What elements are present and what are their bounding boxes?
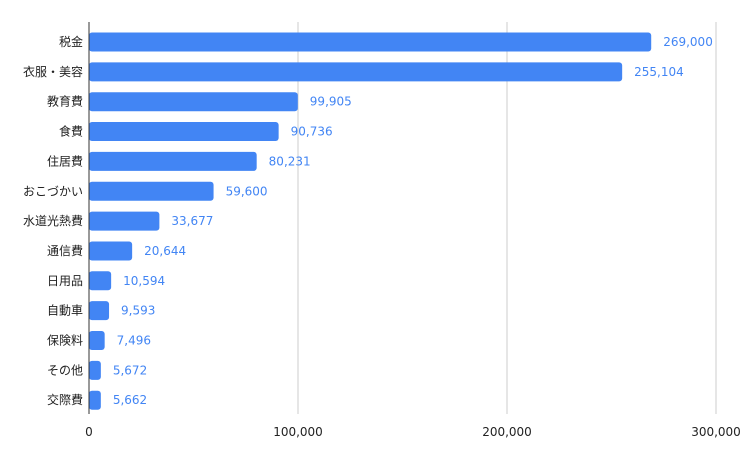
value-label: 10,594 xyxy=(123,274,165,288)
category-label: 税金 xyxy=(59,34,83,49)
bar xyxy=(89,271,112,291)
category-labels: 税金衣服・美容教育費食費住居費おこづかい水道光熱費通信費日用品自動車保険料その他… xyxy=(23,34,83,407)
bar xyxy=(89,390,101,410)
value-label: 33,677 xyxy=(171,214,213,228)
bar xyxy=(89,331,105,350)
value-label: 59,600 xyxy=(226,184,268,198)
category-label: 自動車 xyxy=(47,304,83,318)
category-label: 食費 xyxy=(59,124,83,139)
gridlines xyxy=(297,22,717,414)
bar xyxy=(89,151,257,171)
bar xyxy=(89,181,214,201)
category-label: 衣服・美容 xyxy=(23,64,83,79)
category-label: 水道光熱費 xyxy=(23,213,83,228)
bars xyxy=(89,32,652,410)
bar xyxy=(89,92,298,112)
bar xyxy=(89,360,101,380)
x-tick-label: 200,000 xyxy=(482,425,532,439)
bar xyxy=(89,62,623,82)
x-tick-label: 300,000 xyxy=(691,425,740,439)
value-label: 269,000 xyxy=(663,35,713,49)
value-label: 9,593 xyxy=(121,304,155,318)
bar xyxy=(89,32,652,52)
category-label: 住居費 xyxy=(47,153,83,168)
value-label: 5,672 xyxy=(113,363,147,377)
category-label: 日用品 xyxy=(47,274,83,288)
bar xyxy=(89,211,160,231)
x-axis-ticks: 0 100,000 200,000 300,000 xyxy=(85,425,740,439)
category-label: その他 xyxy=(47,363,83,377)
category-label: 通信費 xyxy=(47,243,83,258)
value-label: 255,104 xyxy=(634,65,684,79)
value-label: 90,736 xyxy=(291,125,333,139)
category-label: 交際費 xyxy=(47,392,83,407)
category-label: 教育費 xyxy=(47,94,83,109)
value-label: 80,231 xyxy=(269,154,311,168)
value-label: 7,496 xyxy=(117,334,151,348)
category-label: おこづかい xyxy=(23,184,83,198)
x-tick-label: 0 xyxy=(85,425,93,439)
value-labels: 269,000 255,104 99,905 90,736 80,231 59,600 33… xyxy=(113,35,713,407)
x-tick-label: 100,000 xyxy=(273,425,323,439)
value-label: 20,644 xyxy=(144,244,186,258)
category-label: 保険料 xyxy=(47,334,83,348)
value-label: 99,905 xyxy=(310,95,352,109)
value-label: 5,662 xyxy=(113,393,147,407)
bar xyxy=(89,241,133,261)
bar xyxy=(89,122,279,142)
bar xyxy=(89,301,110,321)
